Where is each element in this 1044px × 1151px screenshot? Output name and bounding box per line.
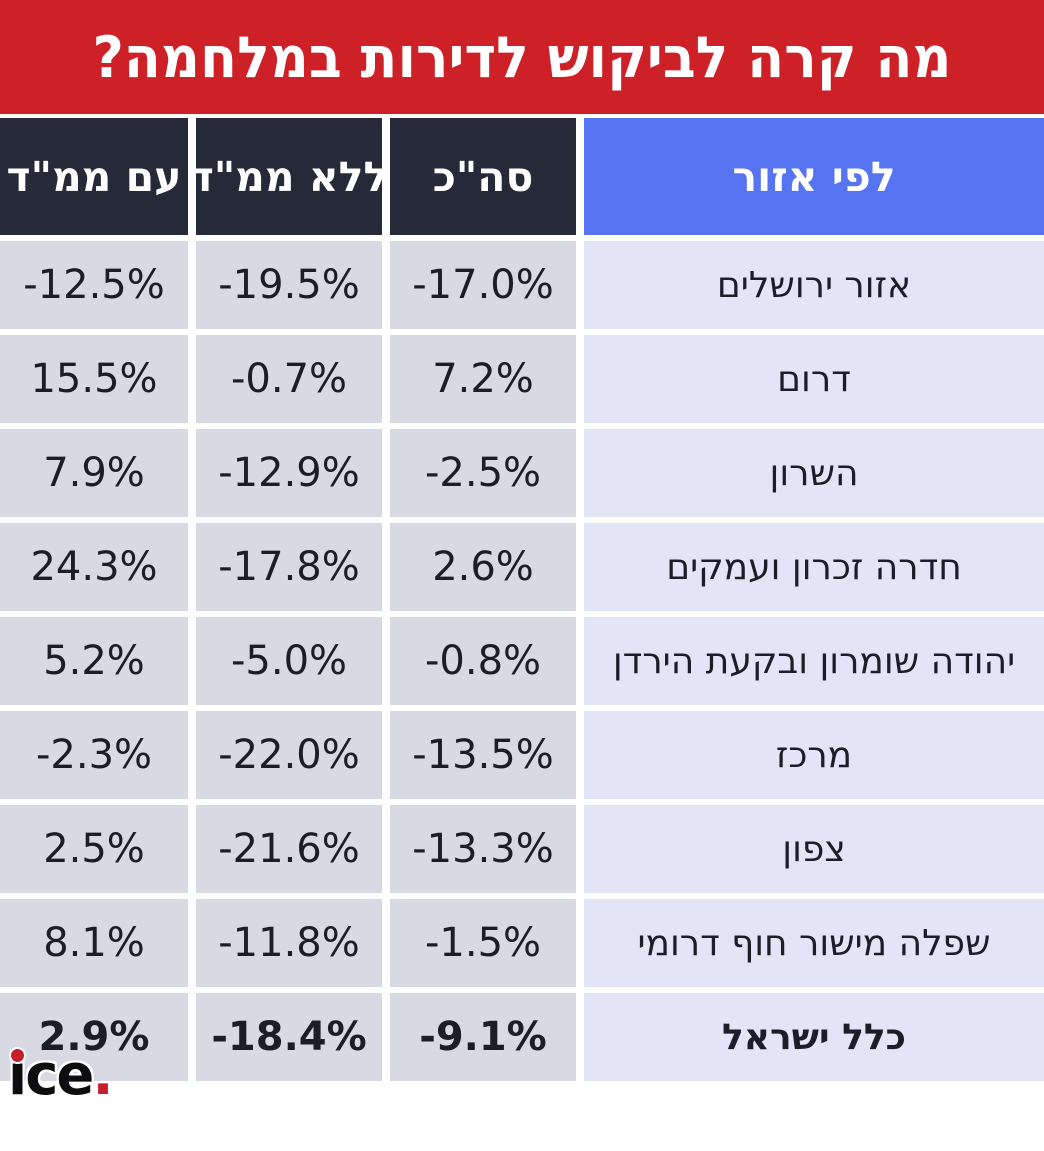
total-value-cell: 7.2% [390, 335, 576, 423]
total-value-cell: -17.0% [390, 241, 576, 329]
without-mamad-value-cell: -5.0% [196, 617, 382, 705]
without-mamad-value-cell: -0.7% [196, 335, 382, 423]
without-mamad-value-cell: -11.8% [196, 899, 382, 987]
with-mamad-value-cell: 24.3% [0, 523, 188, 611]
with-mamad-value-cell: 8.1% [0, 899, 188, 987]
with-mamad-value-cell: 15.5% [0, 335, 188, 423]
region-cell: שפלה מישור חוף דרומי [584, 899, 1044, 987]
with-mamad-value-cell: -12.5% [0, 241, 188, 329]
region-cell: חדרה זכרון ועמקים [584, 523, 1044, 611]
column-header-region: לפי אזור [584, 118, 1044, 235]
with-mamad-value-cell: 5.2% [0, 617, 188, 705]
total-value-cell: -13.3% [390, 805, 576, 893]
ice-logo: ice. [8, 1048, 114, 1104]
without-mamad-value-cell: -22.0% [196, 711, 382, 799]
region-cell: מרכז [584, 711, 1044, 799]
region-cell: השרון [584, 429, 1044, 517]
without-mamad-value-cell: -17.8% [196, 523, 382, 611]
region-cell: כלל ישראל [584, 993, 1044, 1081]
total-value-cell: -9.1% [390, 993, 576, 1081]
without-mamad-value-cell: -19.5% [196, 241, 382, 329]
total-value-cell: -2.5% [390, 429, 576, 517]
with-mamad-value-cell: -2.3% [0, 711, 188, 799]
with-mamad-value-cell: 2.9% [0, 993, 188, 1081]
total-value-cell: 2.6% [390, 523, 576, 611]
page-title: מה קרה לביקוש לדירות במלחמה? [92, 23, 952, 91]
total-value-cell: -1.5% [390, 899, 576, 987]
logo-red-dot-icon [11, 1049, 24, 1062]
column-header-without-mamad: ללא ממ"ד [190, 118, 388, 235]
region-cell: דרום [584, 335, 1044, 423]
with-mamad-value-cell: 7.9% [0, 429, 188, 517]
region-cell: צפון [584, 805, 1044, 893]
column-header-total: סה"כ [390, 118, 576, 235]
without-mamad-value-cell: -18.4% [196, 993, 382, 1081]
regions-demand-table: לפי אזור סה"כ ללא ממ"ד עם ממ"ד אזור ירוש… [0, 118, 1044, 1081]
logo-period: . [92, 1043, 114, 1108]
total-value-cell: -0.8% [390, 617, 576, 705]
total-value-cell: -13.5% [390, 711, 576, 799]
region-cell: אזור ירושלים [584, 241, 1044, 329]
column-header-with-mamad: עם ממ"ד [0, 118, 188, 235]
region-cell: יהודה שומרון ובקעת הירדן [584, 617, 1044, 705]
title-banner: מה קרה לביקוש לדירות במלחמה? [0, 0, 1044, 114]
with-mamad-value-cell: 2.5% [0, 805, 188, 893]
without-mamad-value-cell: -21.6% [196, 805, 382, 893]
without-mamad-value-cell: -12.9% [196, 429, 382, 517]
